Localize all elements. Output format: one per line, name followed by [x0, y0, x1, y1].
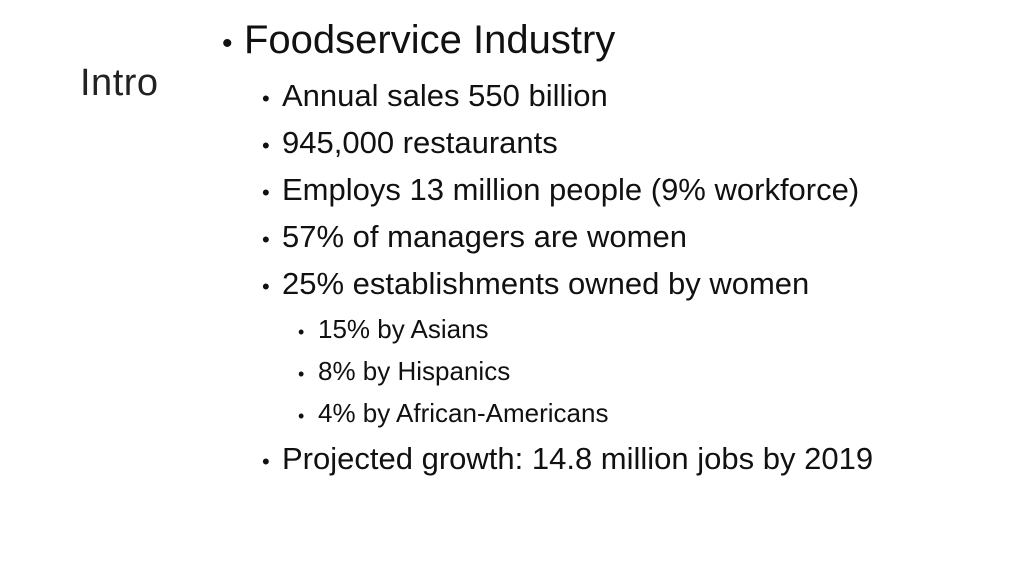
bullet-text: 945,000 restaurants — [282, 125, 558, 160]
bullet-marker: • — [262, 227, 270, 252]
bullet-marker: • — [262, 86, 270, 111]
bullet-text: 8% by Hispanics — [318, 356, 511, 386]
bullet-item-annual-sales: • Annual sales 550 billion — [262, 78, 608, 114]
bullet-item-owned-by-women: • 25% establishments owned by women — [262, 266, 809, 302]
bullet-item-restaurants: • 945,000 restaurants — [262, 125, 558, 161]
bullet-marker: • — [298, 364, 305, 384]
bullet-item-foodservice-industry: • Foodservice Industry — [222, 18, 615, 63]
bullet-marker: • — [262, 133, 270, 158]
bullet-text: 4% by African-Americans — [318, 398, 609, 428]
bullet-marker: • — [262, 180, 270, 205]
bullet-item-projected-growth: • Projected growth: 14.8 million jobs by… — [262, 440, 902, 478]
bullet-text: Foodservice Industry — [244, 18, 616, 62]
bullet-marker: • — [222, 27, 233, 60]
bullet-item-managers-women: • 57% of managers are women — [262, 219, 687, 255]
bullet-item-african-americans: • 4% by African-Americans — [298, 398, 608, 429]
bullet-marker: • — [298, 322, 305, 342]
bullet-text: Employs 13 million people (9% workforce) — [282, 172, 860, 207]
bullet-item-employs: • Employs 13 million people (9% workforc… — [262, 172, 859, 208]
bullet-text: 25% establishments owned by women — [282, 266, 810, 301]
bullet-text: Annual sales 550 billion — [282, 78, 608, 113]
bullet-text: 57% of managers are women — [282, 219, 687, 254]
bullet-item-hispanics: • 8% by Hispanics — [298, 356, 510, 387]
slide-title: Intro — [80, 62, 159, 104]
bullet-item-asians: • 15% by Asians — [298, 314, 489, 345]
bullet-marker: • — [298, 406, 305, 426]
bullet-marker: • — [262, 274, 270, 299]
bullet-text: Projected growth: 14.8 million jobs by 2… — [282, 441, 874, 476]
bullet-marker: • — [262, 449, 270, 474]
bullet-text: 15% by Asians — [318, 314, 489, 344]
